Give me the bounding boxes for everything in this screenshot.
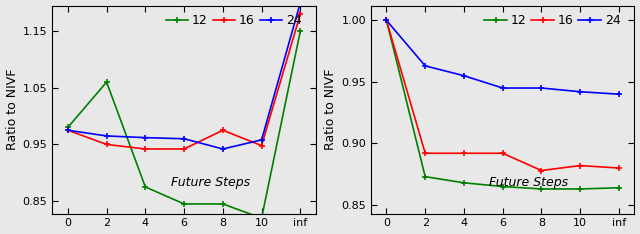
- 16: [103, 143, 111, 146]
- Line: 24: 24: [65, 0, 304, 152]
- 24: [499, 87, 506, 89]
- Text: Future Steps: Future Steps: [171, 176, 250, 189]
- 12: [141, 186, 149, 188]
- 12: [615, 186, 623, 189]
- Text: Future Steps: Future Steps: [490, 176, 568, 189]
- 16: [219, 129, 227, 132]
- 12: [499, 185, 506, 188]
- 12: [577, 188, 584, 190]
- 24: [258, 139, 266, 141]
- 24: [615, 93, 623, 95]
- Y-axis label: Ratio to NIVF: Ratio to NIVF: [6, 69, 19, 150]
- Legend: 12, 16, 24: 12, 16, 24: [163, 12, 304, 30]
- 12: [296, 30, 304, 33]
- Line: 16: 16: [65, 11, 304, 152]
- 16: [141, 148, 149, 150]
- 12: [64, 126, 72, 129]
- 16: [421, 152, 429, 155]
- Line: 24: 24: [383, 17, 623, 98]
- 16: [538, 169, 545, 172]
- 12: [103, 81, 111, 84]
- 24: [180, 137, 188, 140]
- 16: [64, 129, 72, 132]
- 16: [460, 152, 468, 155]
- 24: [577, 90, 584, 93]
- 16: [499, 152, 506, 155]
- Y-axis label: Ratio to NIVF: Ratio to NIVF: [324, 69, 337, 150]
- 24: [383, 19, 390, 22]
- 12: [538, 188, 545, 190]
- 16: [296, 13, 304, 15]
- 12: [421, 175, 429, 178]
- Legend: 12, 16, 24: 12, 16, 24: [482, 12, 623, 30]
- 24: [421, 65, 429, 67]
- 12: [180, 203, 188, 205]
- 12: [258, 217, 266, 219]
- Line: 12: 12: [65, 28, 304, 222]
- 24: [296, 1, 304, 4]
- Line: 16: 16: [383, 17, 623, 174]
- 16: [180, 148, 188, 150]
- 24: [219, 148, 227, 150]
- 24: [64, 129, 72, 132]
- 12: [460, 181, 468, 184]
- Line: 12: 12: [383, 17, 623, 192]
- 24: [460, 74, 468, 77]
- 12: [383, 19, 390, 22]
- 16: [258, 144, 266, 147]
- 12: [219, 203, 227, 205]
- 24: [103, 135, 111, 137]
- 24: [538, 87, 545, 89]
- 16: [577, 164, 584, 167]
- 16: [615, 167, 623, 169]
- 16: [383, 19, 390, 22]
- 24: [141, 136, 149, 139]
